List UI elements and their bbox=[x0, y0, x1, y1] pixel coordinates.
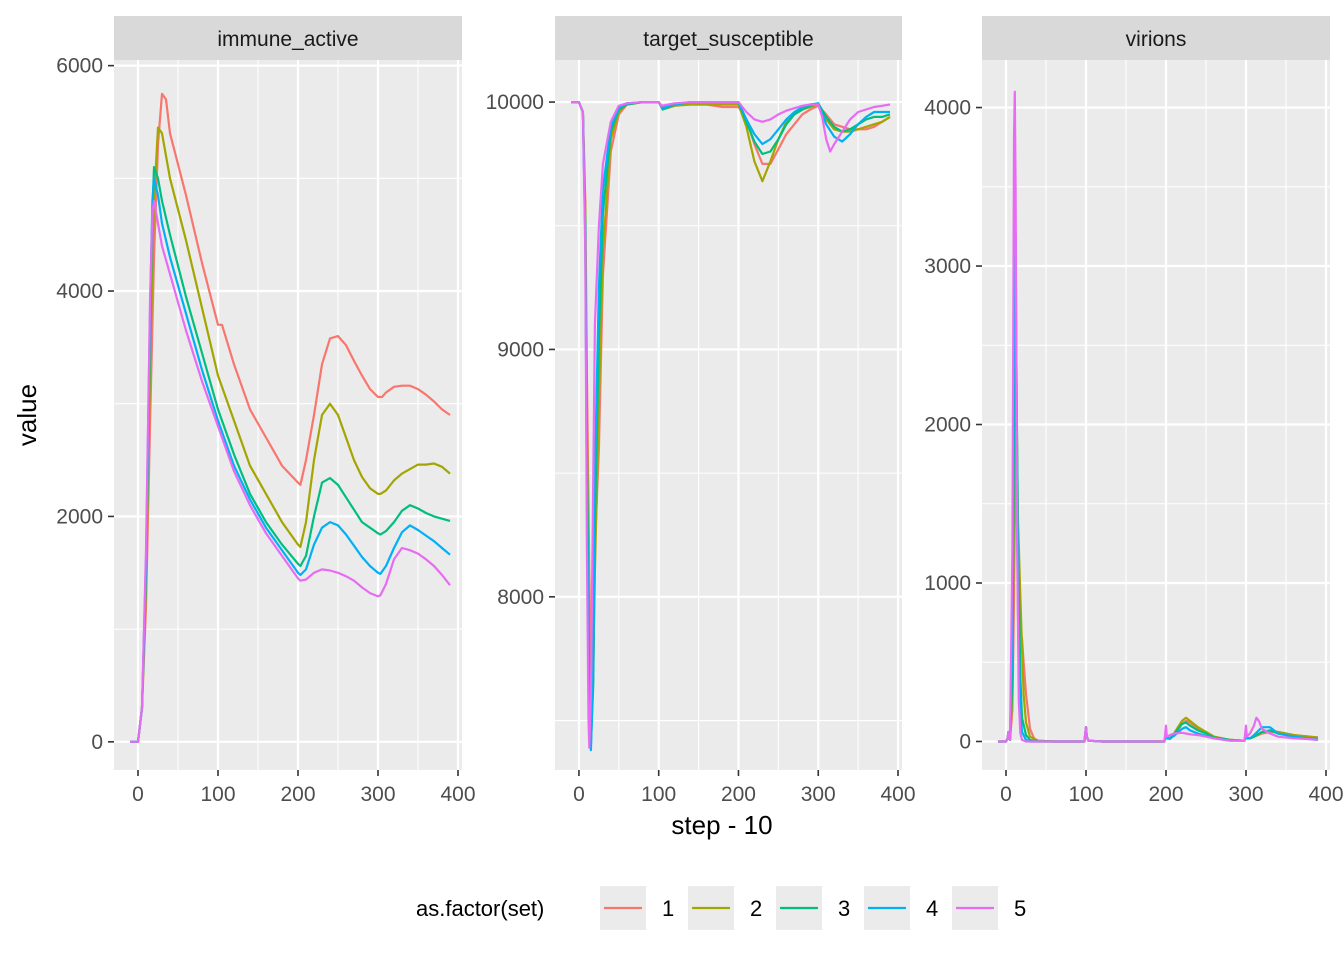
y-tick-label: 10000 bbox=[486, 91, 544, 114]
panel-background bbox=[982, 60, 1330, 770]
x-tick-label: 400 bbox=[1308, 783, 1343, 806]
legend-item-5: 5 bbox=[952, 886, 1026, 930]
x-tick-label: 0 bbox=[573, 783, 585, 806]
series-line-1 bbox=[130, 92, 451, 743]
facet-strip-label: target_susceptible bbox=[643, 28, 813, 51]
series-line-4 bbox=[130, 177, 451, 743]
legend-label: 1 bbox=[662, 896, 674, 921]
legend-item-1: 1 bbox=[600, 886, 674, 930]
legend-label: 4 bbox=[926, 896, 938, 921]
y-tick-label: 4000 bbox=[56, 280, 103, 303]
facet-strip bbox=[114, 16, 462, 60]
x-tick-label: 200 bbox=[721, 783, 756, 806]
legend-label: 2 bbox=[750, 896, 762, 921]
x-tick-label: 0 bbox=[1000, 783, 1012, 806]
legend-label: 3 bbox=[838, 896, 850, 921]
legend-item-3: 3 bbox=[776, 886, 850, 930]
panel-background bbox=[555, 60, 902, 770]
y-tick-label: 1000 bbox=[924, 572, 971, 595]
y-tick-label: 8000 bbox=[497, 586, 544, 609]
y-tick-label: 2000 bbox=[56, 505, 103, 528]
legend: as.factor(set) 1 2 3 4 5 bbox=[416, 886, 1026, 930]
x-tick-label: 200 bbox=[1148, 783, 1183, 806]
x-tick-label: 400 bbox=[440, 783, 475, 806]
x-tick-label: 400 bbox=[880, 783, 915, 806]
legend-title: as.factor(set) bbox=[416, 896, 544, 921]
x-tick-label: 200 bbox=[280, 783, 315, 806]
x-tick-label: 0 bbox=[132, 783, 144, 806]
y-tick-label: 0 bbox=[91, 731, 103, 754]
panel-target_susceptible: target_susceptible 0 100 200 300 400 8000 9000 1… bbox=[486, 16, 916, 806]
y-tick-label: 2000 bbox=[924, 414, 971, 437]
x-tick-label: 100 bbox=[641, 783, 676, 806]
facet-strip bbox=[982, 16, 1330, 60]
panel-background bbox=[114, 60, 462, 770]
x-tick-label: 100 bbox=[200, 783, 235, 806]
legend-item-4: 4 bbox=[864, 886, 938, 930]
facet-strip-label: virions bbox=[1126, 28, 1187, 51]
y-tick-label: 9000 bbox=[497, 338, 544, 361]
y-axis-title: value bbox=[12, 384, 42, 446]
facet-strip-label: immune_active bbox=[217, 28, 358, 51]
x-tick-label: 100 bbox=[1068, 783, 1103, 806]
facet-strip bbox=[555, 16, 902, 60]
y-tick-label: 6000 bbox=[56, 55, 103, 78]
legend-item-2: 2 bbox=[688, 886, 762, 930]
series-line-5 bbox=[130, 199, 451, 743]
series-line-5 bbox=[998, 90, 1319, 743]
series-line-3 bbox=[130, 166, 451, 743]
y-tick-label: 3000 bbox=[924, 255, 971, 278]
legend-label: 5 bbox=[1014, 896, 1026, 921]
x-tick-label: 300 bbox=[1228, 783, 1263, 806]
series-line-2 bbox=[130, 126, 451, 743]
x-tick-label: 300 bbox=[360, 783, 395, 806]
x-tick-label: 300 bbox=[801, 783, 836, 806]
y-tick-label: 0 bbox=[959, 730, 971, 753]
series-line-5 bbox=[571, 101, 891, 749]
y-tick-label: 4000 bbox=[924, 97, 971, 120]
x-axis-title: step - 10 bbox=[671, 810, 772, 840]
